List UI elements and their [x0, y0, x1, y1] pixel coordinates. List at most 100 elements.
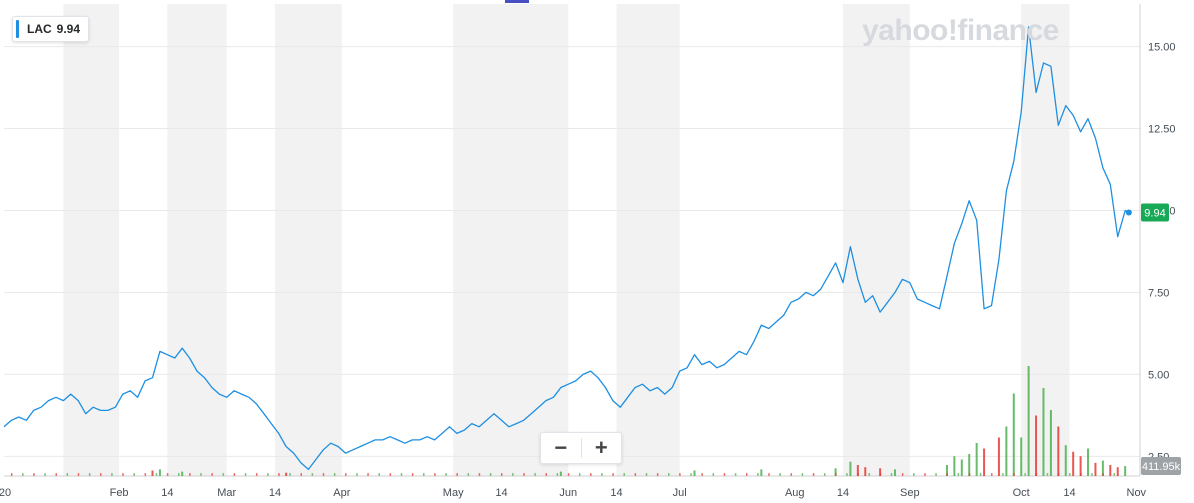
volume-bar — [44, 473, 46, 476]
volume-bar — [456, 473, 458, 476]
volume-bar — [1020, 437, 1023, 476]
legend-price: 9.94 — [56, 22, 81, 36]
volume-bar — [701, 473, 703, 476]
volume-bar — [400, 473, 403, 476]
month-shade-band — [275, 4, 342, 476]
volume-bar — [434, 473, 436, 476]
volume-bar — [901, 473, 904, 476]
volume-bar — [946, 473, 948, 476]
zoom-divider — [580, 438, 582, 458]
y-tick-label: 5.00 — [1148, 369, 1169, 381]
volume-bar — [1005, 426, 1008, 476]
top-range-marker[interactable] — [505, 0, 529, 3]
volume-bar — [945, 465, 948, 476]
zoom-controls: − + — [540, 432, 622, 464]
volume-bar — [823, 473, 826, 476]
volume-bar — [1072, 451, 1075, 476]
volume-bar — [768, 473, 770, 476]
volume-bar — [1116, 467, 1119, 476]
month-shade-band — [453, 4, 502, 476]
volume-bar — [177, 473, 180, 476]
volume-bar — [311, 473, 314, 476]
volume-bar — [389, 473, 392, 476]
volume-bar — [144, 473, 147, 476]
volume-bar — [181, 471, 184, 476]
price-line-series — [3, 26, 1132, 471]
series-color-swatch — [16, 20, 19, 38]
volume-bar — [760, 469, 763, 476]
month-shade-band — [167, 4, 227, 476]
volume-bar — [333, 473, 336, 476]
volume-bar — [567, 473, 570, 476]
volume-bar — [100, 473, 102, 476]
volume-bar — [467, 473, 470, 476]
volume-bar — [983, 448, 986, 476]
volume-bar — [33, 473, 35, 476]
volume-bar — [200, 473, 202, 476]
volume-bar — [957, 473, 960, 476]
volume-bar — [612, 473, 614, 476]
volume-bar — [158, 469, 161, 476]
y-tick-label: 15.00 — [1148, 42, 1176, 54]
volume-bar — [489, 473, 492, 476]
current-price-badge-text: 9.94 — [1144, 207, 1165, 219]
volume-bar — [222, 473, 225, 476]
volume-badge — [1141, 457, 1181, 475]
volume-bar — [445, 473, 447, 476]
grid-lines — [4, 4, 1141, 477]
month-shade-band — [616, 4, 680, 476]
yahoo-finance-logo: yahoo!finance — [862, 14, 1059, 47]
x-tick-label: Aug — [785, 487, 805, 499]
volume-bar — [1046, 473, 1049, 476]
volume-bar — [411, 473, 414, 476]
x-tick-label: 14 — [1063, 487, 1075, 499]
symbol-legend[interactable]: LAC 9.94 — [12, 16, 90, 42]
x-tick-label: Mar — [217, 487, 236, 499]
x-tick-label: Sep — [900, 487, 920, 499]
legend-symbol: LAC — [27, 22, 52, 36]
volume-bar — [1113, 473, 1116, 476]
x-axis: '20 Feb 14 Mar 14 Apr May 14 Jun 14 Jul Aug 14 Sep Oct… — [0, 487, 1147, 499]
volume-bar — [285, 472, 288, 476]
x-tick-label: 14 — [161, 487, 173, 499]
volume-bar — [151, 470, 154, 476]
volume-bar — [1002, 473, 1004, 476]
volume-bar — [55, 473, 57, 476]
volume-bar — [634, 473, 637, 476]
volume-bar — [1042, 388, 1045, 476]
volume-bar — [879, 468, 882, 476]
volume-bar — [890, 473, 893, 476]
volume-bar — [22, 473, 24, 476]
volume-bar — [1013, 473, 1015, 476]
volume-bar — [559, 471, 562, 476]
last-price-point — [1125, 209, 1132, 216]
x-tick-label: 14 — [269, 487, 281, 499]
volume-bar — [378, 473, 380, 476]
volume-bar — [300, 473, 302, 476]
volume-bar — [133, 473, 135, 476]
volume-bar — [512, 473, 514, 476]
zoom-out-button[interactable]: − — [554, 435, 568, 460]
volume-bar — [356, 473, 358, 476]
y-tick-label: 7.50 — [1148, 287, 1169, 299]
volume-bar — [244, 473, 247, 476]
volume-bar — [991, 473, 993, 476]
volume-bar — [88, 473, 91, 476]
x-tick-label: May — [443, 487, 464, 499]
volume-bar — [893, 469, 896, 476]
volume-bar — [345, 473, 347, 476]
volume-bar — [679, 473, 681, 476]
volume-bar — [935, 473, 937, 476]
volume-bar — [278, 473, 280, 476]
volume-bar — [233, 473, 236, 476]
volume-bar — [953, 456, 956, 476]
volume-bar — [968, 454, 971, 476]
x-tick-label: Apr — [333, 487, 350, 499]
month-shade-band — [843, 4, 910, 476]
volume-bar — [1087, 448, 1090, 476]
zoom-in-button[interactable]: + — [594, 435, 608, 460]
volume-bar — [1101, 460, 1104, 476]
volume-bar — [1035, 415, 1038, 476]
